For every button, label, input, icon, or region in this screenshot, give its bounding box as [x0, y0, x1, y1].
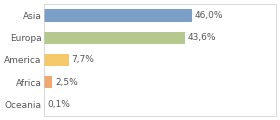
Bar: [44, 9, 192, 21]
Text: 2,5%: 2,5%: [55, 78, 78, 87]
Text: 0,1%: 0,1%: [47, 100, 70, 109]
Text: 43,6%: 43,6%: [187, 33, 216, 42]
Text: 46,0%: 46,0%: [195, 11, 223, 20]
Bar: [44, 54, 69, 66]
Text: 7,7%: 7,7%: [72, 55, 95, 64]
Bar: [44, 99, 45, 111]
Bar: [44, 76, 52, 88]
Bar: [44, 32, 185, 44]
